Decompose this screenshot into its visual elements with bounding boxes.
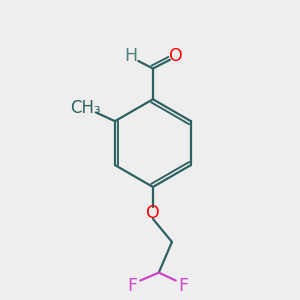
Text: O: O	[146, 204, 160, 222]
Text: F: F	[128, 278, 137, 296]
Text: F: F	[178, 278, 189, 296]
Text: CH₃: CH₃	[70, 99, 100, 117]
Text: O: O	[169, 47, 183, 65]
Text: H: H	[124, 47, 137, 65]
